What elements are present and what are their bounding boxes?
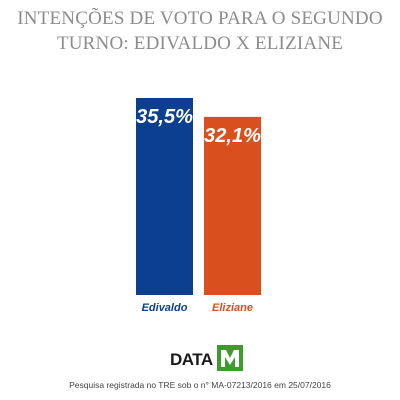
category-labels-group: Edivaldo Eliziane bbox=[142, 302, 253, 314]
logo-text: DATA bbox=[170, 350, 213, 369]
footer-note: Pesquisa registrada no TRE sob o n° MA-0… bbox=[69, 380, 331, 390]
value-labels-group: 35,5% 32,1% bbox=[136, 106, 261, 147]
chart-title-line2: TURNO: EDIVALDO X ELIZIANE bbox=[56, 33, 344, 54]
chart-title: INTENÇÕES DE VOTO PARA O SEGUNDO TURNO: … bbox=[0, 6, 400, 56]
value-label-edivaldo: 35,5% bbox=[136, 106, 193, 128]
category-label-eliziane: Eliziane bbox=[212, 302, 253, 314]
bar-edivaldo bbox=[136, 98, 193, 295]
bars-group bbox=[136, 98, 261, 295]
datam-logo: DATA bbox=[155, 343, 247, 373]
bar-eliziane bbox=[204, 116, 261, 295]
datam-m-icon bbox=[217, 345, 243, 371]
value-label-eliziane: 32,1% bbox=[204, 125, 261, 147]
category-label-edivaldo: Edivaldo bbox=[142, 302, 188, 314]
chart-title-line1: INTENÇÕES DE VOTO PARA O SEGUNDO bbox=[17, 8, 383, 29]
